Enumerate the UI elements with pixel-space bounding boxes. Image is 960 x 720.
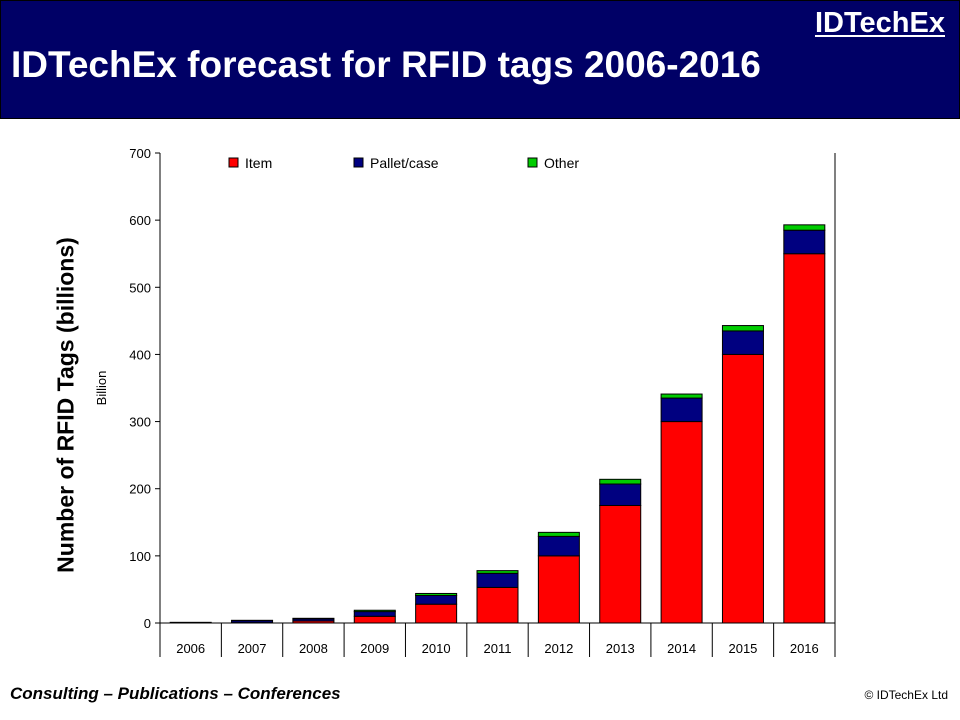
legend-label: Item <box>245 155 272 171</box>
bar-pallet-case <box>721 330 764 355</box>
x-tick-label: 2006 <box>176 641 205 656</box>
x-tick-label: 2013 <box>606 641 635 656</box>
y-axis-label: Billion <box>94 371 109 406</box>
y-tick-label: 700 <box>129 146 151 161</box>
x-tick-label: 2009 <box>360 641 389 656</box>
brand-logo-text: IDTechEx <box>814 7 945 39</box>
x-tick-label: 2016 <box>790 641 819 656</box>
bar-other <box>476 570 519 574</box>
y-tick-label: 400 <box>129 347 151 362</box>
bar-item <box>415 603 458 624</box>
bar-other <box>783 224 826 231</box>
bar-other <box>537 531 580 537</box>
stacked-bar-chart: 0 100 200 300 400 500 600 700 Billion 2006 2007 200… <box>94 146 836 657</box>
title-banner: IDTechEx IDTechEx forecast for RFID tags… <box>0 0 960 119</box>
bar-item <box>721 353 764 624</box>
bar-item <box>537 555 580 624</box>
x-tick-label: 2012 <box>544 641 573 656</box>
bar-item <box>476 586 519 624</box>
bar-pallet-case <box>660 397 703 423</box>
bar-item <box>353 615 396 624</box>
y-tick-label: 600 <box>129 213 151 228</box>
page-title: IDTechEx forecast for RFID tags 2006-201… <box>11 44 761 85</box>
legend-swatch <box>228 157 239 168</box>
bar-pallet-case <box>599 483 642 506</box>
legend-swatch <box>353 157 364 168</box>
y-tick-label: 0 <box>144 616 151 631</box>
bar-pallet-case <box>169 621 212 624</box>
legend-swatch <box>527 157 538 168</box>
x-tick-label: 2007 <box>238 641 267 656</box>
x-tick-label: 2015 <box>728 641 757 656</box>
bar-other <box>660 393 703 399</box>
x-tick-label: 2011 <box>484 641 512 656</box>
x-tick-label: 2010 <box>422 641 451 656</box>
x-tick-label: 2008 <box>299 641 328 656</box>
bar-pallet-case <box>353 611 396 617</box>
bar-pallet-case <box>415 594 458 605</box>
y-tick-label: 200 <box>129 482 151 497</box>
bar-pallet-case <box>476 572 519 588</box>
y-tick-label: 100 <box>129 549 151 564</box>
bar-item <box>599 505 642 624</box>
footer-tagline: Consulting – Publications – Conferences <box>10 684 341 703</box>
legend-label: Pallet/case <box>370 155 439 171</box>
legend-label: Other <box>544 155 579 171</box>
footer-copyright: © IDTechEx Ltd <box>864 688 948 702</box>
bar-item <box>660 421 703 624</box>
x-tick-label: 2014 <box>667 641 696 656</box>
bar-pallet-case <box>783 229 826 255</box>
bar-other <box>353 609 396 613</box>
bar-other <box>721 325 764 332</box>
bar-pallet-case <box>537 535 580 557</box>
bar-other <box>599 478 642 485</box>
bar-item <box>783 253 826 624</box>
y-tick-label: 300 <box>129 415 151 430</box>
bar-other <box>292 617 335 620</box>
bar-other <box>415 592 458 596</box>
y-tick-label: 500 <box>129 280 151 295</box>
